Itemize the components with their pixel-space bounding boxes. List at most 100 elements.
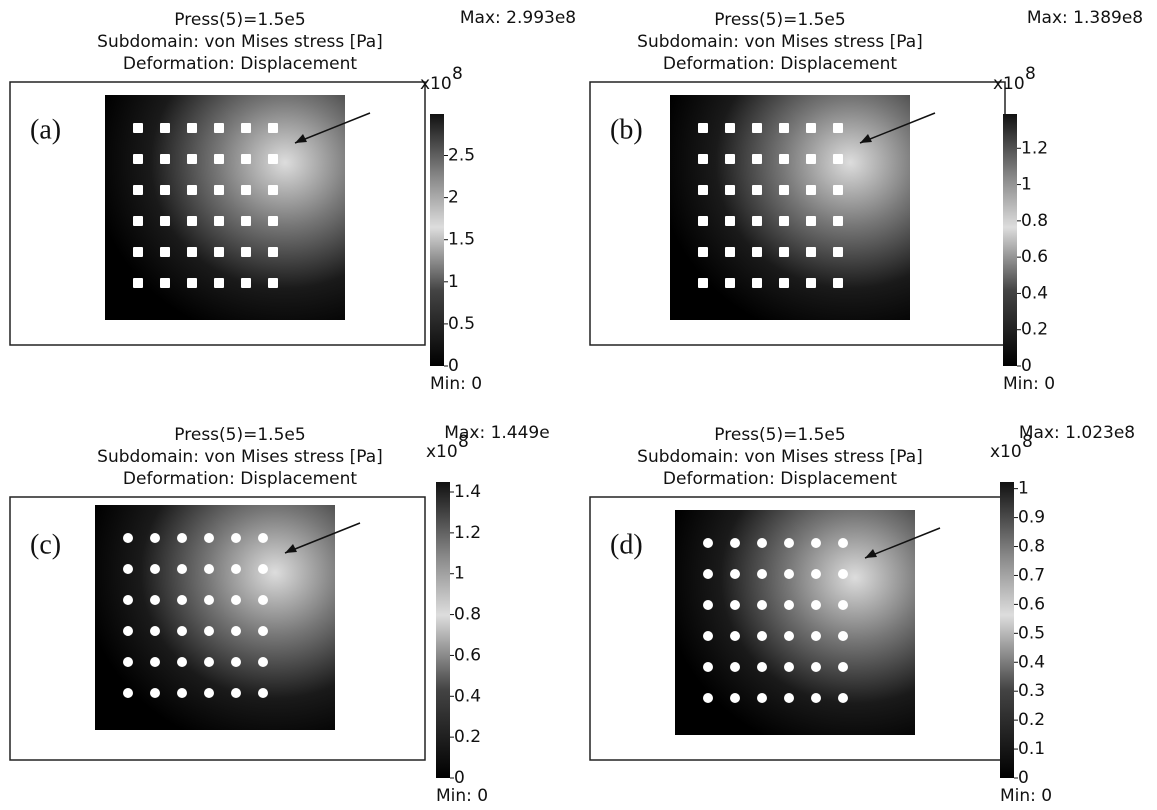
hole <box>838 662 848 672</box>
hole <box>730 538 740 548</box>
hole <box>725 278 735 288</box>
hole <box>703 569 713 579</box>
hole <box>268 278 278 288</box>
hole <box>838 569 848 579</box>
hole <box>177 533 187 543</box>
hole <box>231 688 241 698</box>
hole <box>123 626 133 636</box>
hole <box>160 154 170 164</box>
hole <box>779 247 789 257</box>
hole <box>133 278 143 288</box>
hole <box>698 247 708 257</box>
hole <box>838 538 848 548</box>
hole <box>779 278 789 288</box>
hole <box>177 564 187 574</box>
max-label: Max: 2.993e8 <box>460 8 576 28</box>
panel-title: Subdomain: von Mises stress [Pa] <box>637 32 923 52</box>
hole <box>241 123 251 133</box>
panel-title: Deformation: Displacement <box>663 469 897 489</box>
hole <box>784 631 794 641</box>
hole <box>811 631 821 641</box>
panel-label: (b) <box>610 114 643 145</box>
colorbar-tick-label: 0.2 <box>1018 710 1045 730</box>
hole <box>214 154 224 164</box>
scale-base: x10 <box>990 442 1022 462</box>
hole <box>204 657 214 667</box>
hole <box>268 154 278 164</box>
colorbar-tick-label: 0.1 <box>1018 739 1045 759</box>
colorbar-tick-label: 0 <box>448 356 459 376</box>
hole <box>784 662 794 672</box>
panel-title: Deformation: Displacement <box>123 469 357 489</box>
colorbar-tick-label: 0.6 <box>1018 594 1045 614</box>
hole <box>133 123 143 133</box>
hole <box>757 600 767 610</box>
hole <box>150 595 160 605</box>
hole <box>833 247 843 257</box>
hole <box>725 247 735 257</box>
panel-title: Press(5)=1.5e5 <box>714 425 845 445</box>
colorbar-tick-label: 0 <box>1018 768 1029 788</box>
scale-exponent: 8 <box>1025 64 1036 84</box>
scale-exponent: 8 <box>1022 432 1033 452</box>
hole <box>150 688 160 698</box>
hole <box>752 278 762 288</box>
hole <box>177 595 187 605</box>
hole <box>757 631 767 641</box>
colorbar-tick-label: 0.2 <box>1021 320 1048 340</box>
hole <box>833 154 843 164</box>
hole <box>187 123 197 133</box>
hole <box>703 662 713 672</box>
hole <box>123 688 133 698</box>
hole <box>811 538 821 548</box>
hole <box>231 533 241 543</box>
scale-base: x10 <box>426 442 458 462</box>
hole <box>214 185 224 195</box>
hole <box>258 533 268 543</box>
colorbar-tick-label: 0.2 <box>454 727 481 747</box>
hole <box>752 216 762 226</box>
hole <box>806 278 816 288</box>
hole <box>231 564 241 574</box>
scale-base: x10 <box>420 74 452 94</box>
hole <box>187 154 197 164</box>
hole <box>258 657 268 667</box>
colorbar-tick-label: 0.5 <box>448 314 475 334</box>
hole <box>241 185 251 195</box>
hole <box>757 538 767 548</box>
hole <box>806 123 816 133</box>
hole <box>833 278 843 288</box>
hole <box>730 631 740 641</box>
hole <box>725 185 735 195</box>
hole <box>177 657 187 667</box>
hole <box>204 595 214 605</box>
panel-title: Press(5)=1.5e5 <box>714 10 845 30</box>
hole <box>698 185 708 195</box>
hole <box>703 631 713 641</box>
hole <box>752 185 762 195</box>
colorbar-tick-label: 1.2 <box>1021 138 1048 158</box>
hole <box>160 185 170 195</box>
hole <box>730 693 740 703</box>
hole <box>838 631 848 641</box>
hole <box>811 600 821 610</box>
hole <box>133 154 143 164</box>
hole <box>177 626 187 636</box>
hole <box>214 247 224 257</box>
hole <box>703 538 713 548</box>
hole <box>784 600 794 610</box>
colorbar-tick-label: 0 <box>1021 356 1032 376</box>
hole <box>779 154 789 164</box>
hole <box>214 216 224 226</box>
scale-exponent: 8 <box>458 432 469 452</box>
hole <box>811 569 821 579</box>
colorbar <box>436 482 450 778</box>
hole <box>779 185 789 195</box>
hole <box>258 595 268 605</box>
hole <box>258 626 268 636</box>
hole <box>698 216 708 226</box>
hole <box>241 247 251 257</box>
hole <box>204 688 214 698</box>
colorbar-tick-label: 1 <box>1018 479 1029 499</box>
min-label: Min: 0 <box>1000 786 1052 806</box>
